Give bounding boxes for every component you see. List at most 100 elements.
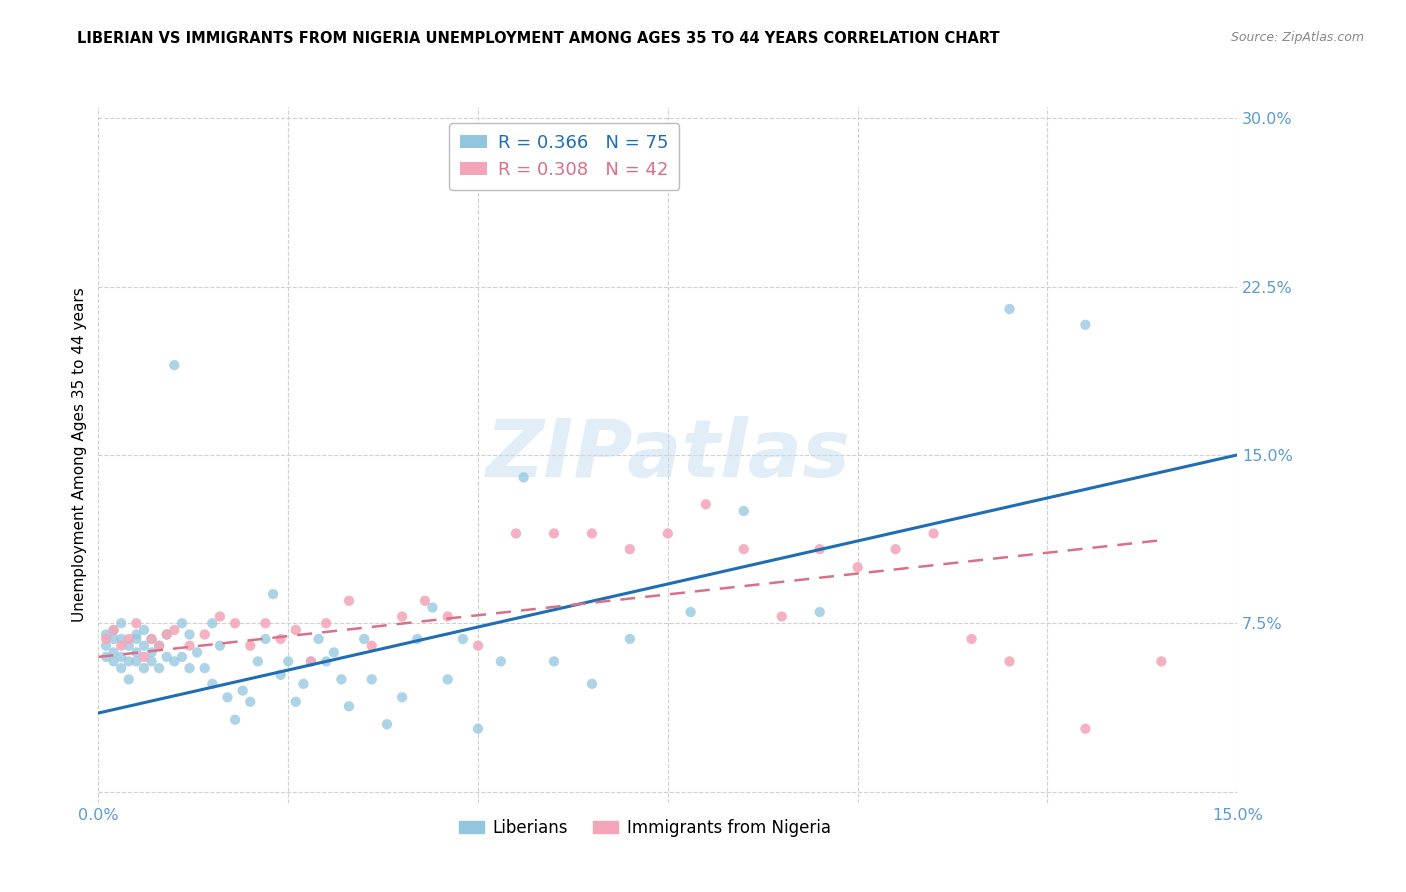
- Point: [512, 470, 534, 484]
- Point: [808, 542, 831, 557]
- Point: [103, 623, 125, 637]
- Point: [657, 526, 679, 541]
- Point: [375, 717, 398, 731]
- Point: [232, 683, 254, 698]
- Point: [118, 639, 141, 653]
- Point: [110, 616, 132, 631]
- Point: [299, 654, 322, 668]
- Text: Source: ZipAtlas.com: Source: ZipAtlas.com: [1230, 31, 1364, 45]
- Point: [467, 722, 489, 736]
- Point: [422, 600, 444, 615]
- Point: [179, 661, 201, 675]
- Point: [103, 654, 125, 668]
- Point: [179, 627, 201, 641]
- Point: [254, 616, 277, 631]
- Point: [270, 632, 292, 646]
- Point: [353, 632, 375, 646]
- Point: [125, 632, 148, 646]
- Point: [337, 699, 360, 714]
- Point: [208, 639, 231, 653]
- Point: [391, 690, 413, 705]
- Point: [543, 526, 565, 541]
- Point: [194, 661, 217, 675]
- Point: [246, 654, 269, 668]
- Point: [543, 654, 565, 668]
- Point: [110, 632, 132, 646]
- Point: [163, 623, 186, 637]
- Point: [110, 661, 132, 675]
- Point: [201, 677, 224, 691]
- Point: [1150, 654, 1173, 668]
- Point: [330, 673, 353, 687]
- Point: [125, 616, 148, 631]
- Point: [118, 632, 141, 646]
- Point: [94, 649, 117, 664]
- Point: [360, 673, 382, 687]
- Point: [770, 609, 793, 624]
- Point: [308, 632, 330, 646]
- Point: [103, 623, 125, 637]
- Point: [284, 623, 307, 637]
- Point: [413, 594, 436, 608]
- Point: [208, 609, 231, 624]
- Point: [103, 645, 125, 659]
- Point: [132, 623, 155, 637]
- Point: [110, 639, 132, 653]
- Point: [337, 594, 360, 608]
- Point: [156, 627, 179, 641]
- Point: [254, 632, 277, 646]
- Point: [217, 690, 239, 705]
- Point: [141, 654, 163, 668]
- Point: [679, 605, 702, 619]
- Point: [132, 639, 155, 653]
- Text: LIBERIAN VS IMMIGRANTS FROM NIGERIA UNEMPLOYMENT AMONG AGES 35 TO 44 YEARS CORRE: LIBERIAN VS IMMIGRANTS FROM NIGERIA UNEM…: [77, 31, 1000, 46]
- Point: [451, 632, 474, 646]
- Point: [489, 654, 512, 668]
- Point: [1074, 722, 1097, 736]
- Point: [224, 616, 246, 631]
- Point: [922, 526, 945, 541]
- Legend: Liberians, Immigrants from Nigeria: Liberians, Immigrants from Nigeria: [453, 812, 838, 843]
- Point: [148, 661, 170, 675]
- Point: [315, 654, 337, 668]
- Point: [436, 609, 458, 624]
- Point: [733, 504, 755, 518]
- Point: [436, 673, 458, 687]
- Point: [581, 526, 603, 541]
- Point: [224, 713, 246, 727]
- Point: [125, 627, 148, 641]
- Point: [998, 654, 1021, 668]
- Point: [619, 632, 641, 646]
- Point: [148, 639, 170, 653]
- Point: [315, 616, 337, 631]
- Point: [148, 639, 170, 653]
- Point: [1074, 318, 1097, 332]
- Point: [270, 668, 292, 682]
- Point: [960, 632, 983, 646]
- Point: [156, 649, 179, 664]
- Point: [846, 560, 869, 574]
- Point: [118, 673, 141, 687]
- Point: [239, 639, 262, 653]
- Point: [170, 616, 193, 631]
- Point: [125, 645, 148, 659]
- Point: [163, 654, 186, 668]
- Point: [125, 654, 148, 668]
- Point: [141, 632, 163, 646]
- Point: [201, 616, 224, 631]
- Point: [186, 645, 208, 659]
- Point: [132, 661, 155, 675]
- Point: [619, 542, 641, 557]
- Point: [505, 526, 527, 541]
- Point: [94, 639, 117, 653]
- Point: [391, 609, 413, 624]
- Point: [194, 627, 217, 641]
- Point: [94, 632, 117, 646]
- Point: [141, 645, 163, 659]
- Point: [884, 542, 907, 557]
- Point: [299, 654, 322, 668]
- Point: [277, 654, 299, 668]
- Point: [239, 695, 262, 709]
- Point: [808, 605, 831, 619]
- Point: [733, 542, 755, 557]
